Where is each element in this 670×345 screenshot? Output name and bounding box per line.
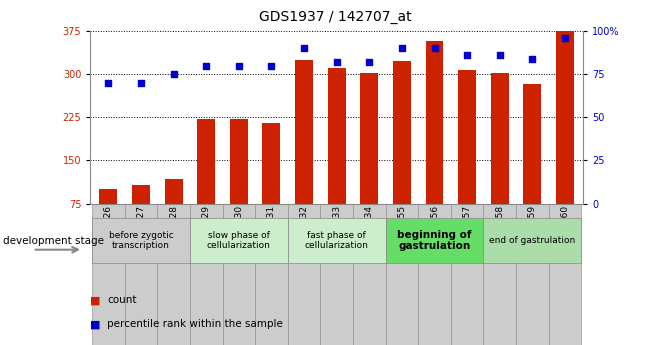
Bar xyxy=(458,70,476,204)
Point xyxy=(364,59,375,65)
Point xyxy=(266,63,277,68)
Bar xyxy=(287,204,320,345)
FancyBboxPatch shape xyxy=(484,218,582,263)
Text: before zygotic
transcription: before zygotic transcription xyxy=(109,231,174,250)
Point xyxy=(299,46,310,51)
Bar xyxy=(132,185,150,204)
Bar xyxy=(125,204,157,345)
Bar xyxy=(418,204,451,345)
Bar xyxy=(263,123,281,204)
Text: percentile rank within the sample: percentile rank within the sample xyxy=(107,319,283,329)
FancyBboxPatch shape xyxy=(190,218,287,263)
Point xyxy=(135,80,146,86)
Bar xyxy=(92,204,125,345)
Point xyxy=(201,63,212,68)
FancyBboxPatch shape xyxy=(287,218,386,263)
Bar xyxy=(425,41,444,204)
Text: development stage: development stage xyxy=(3,236,105,246)
Point xyxy=(494,52,505,58)
Point xyxy=(559,35,570,41)
FancyBboxPatch shape xyxy=(92,218,190,263)
Bar xyxy=(523,84,541,204)
Bar xyxy=(320,204,353,345)
Text: fast phase of
cellularization: fast phase of cellularization xyxy=(305,231,369,250)
Point xyxy=(429,46,440,51)
Text: GDS1937 / 142707_at: GDS1937 / 142707_at xyxy=(259,10,411,24)
Bar xyxy=(190,204,222,345)
Point xyxy=(527,56,538,61)
Bar xyxy=(556,31,574,204)
Bar xyxy=(490,73,509,204)
Bar xyxy=(549,204,582,345)
Bar xyxy=(386,204,418,345)
Text: ■: ■ xyxy=(90,295,101,305)
Text: beginning of
gastrulation: beginning of gastrulation xyxy=(397,230,472,252)
Bar xyxy=(451,204,484,345)
Bar xyxy=(197,119,215,204)
Bar xyxy=(484,204,516,345)
Bar xyxy=(165,179,183,204)
Text: count: count xyxy=(107,295,137,305)
Text: ■: ■ xyxy=(90,319,101,329)
Bar xyxy=(230,119,248,204)
Text: slow phase of
cellularization: slow phase of cellularization xyxy=(207,231,271,250)
Bar xyxy=(516,204,549,345)
Point xyxy=(233,63,244,68)
Bar xyxy=(393,61,411,204)
Bar xyxy=(255,204,287,345)
Point xyxy=(331,59,342,65)
Text: end of gastrulation: end of gastrulation xyxy=(489,236,576,245)
Bar xyxy=(328,68,346,204)
Bar xyxy=(295,60,313,204)
Point xyxy=(103,80,114,86)
Bar xyxy=(222,204,255,345)
Bar xyxy=(360,73,379,204)
Point xyxy=(462,52,472,58)
Bar xyxy=(353,204,386,345)
FancyBboxPatch shape xyxy=(386,218,484,263)
Bar xyxy=(157,204,190,345)
Point xyxy=(168,71,179,77)
Point xyxy=(397,46,407,51)
Bar xyxy=(99,189,117,204)
